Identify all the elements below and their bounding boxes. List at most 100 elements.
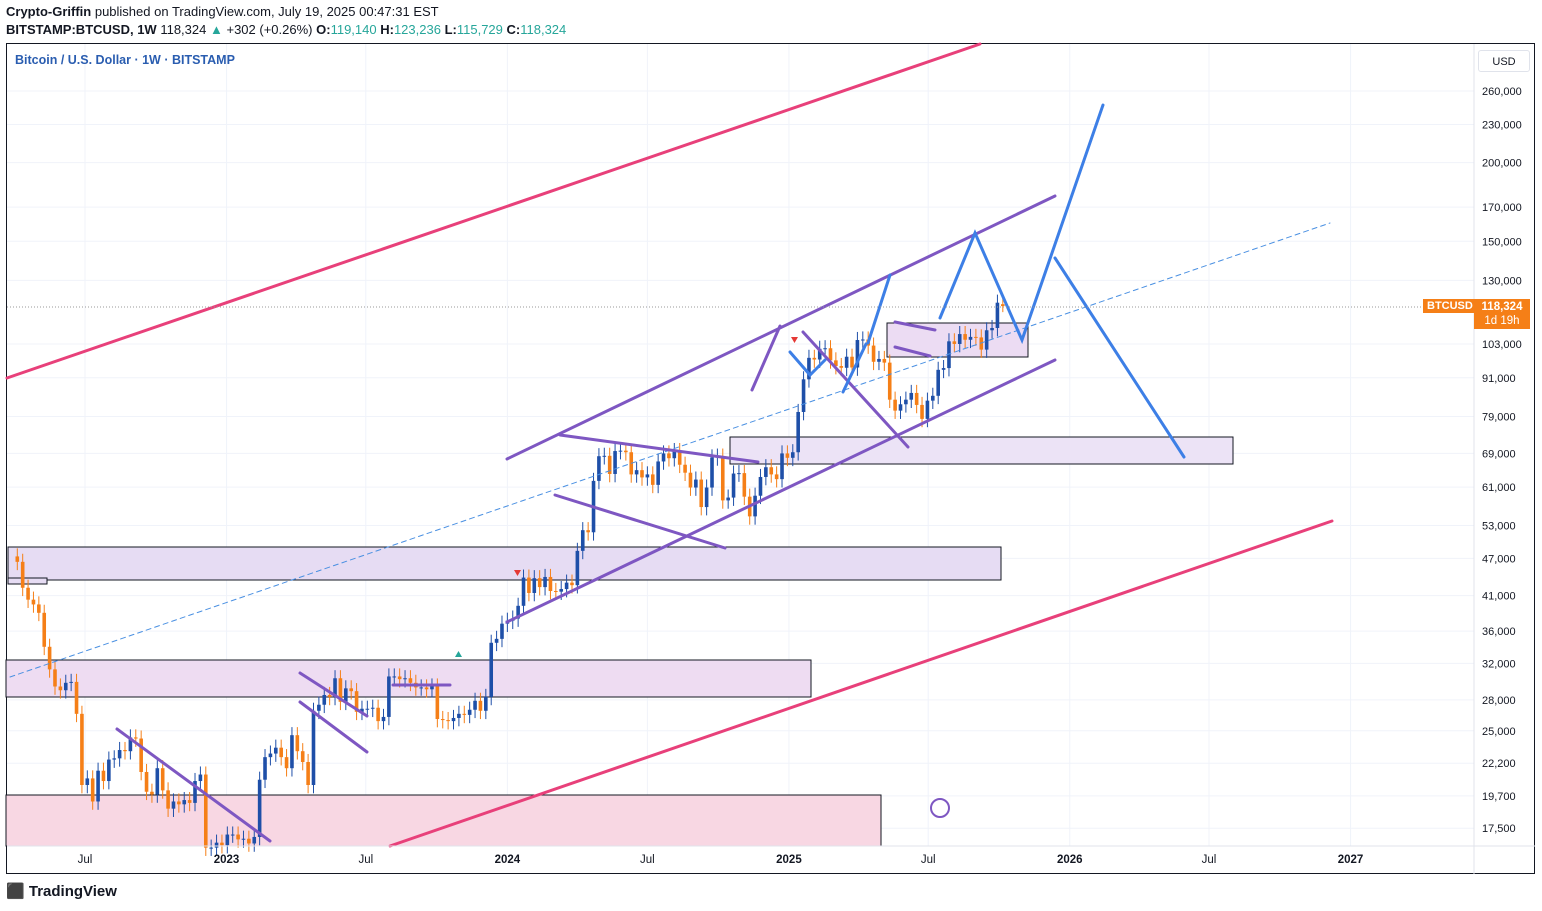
candle-body bbox=[796, 411, 800, 453]
candle-body bbox=[688, 472, 693, 488]
candle-body bbox=[613, 451, 617, 474]
candle-body bbox=[327, 694, 332, 697]
time-axis[interactable]: Jul 2023 Jul 2024 Jul 2025 Jul 2026 Jul 2027 bbox=[78, 854, 1364, 866]
candle-body bbox=[333, 678, 337, 697]
candle-body bbox=[435, 686, 440, 720]
candle-body bbox=[370, 707, 375, 709]
candle-body bbox=[63, 682, 68, 691]
flash-icon[interactable] bbox=[930, 798, 950, 818]
candle-body bbox=[850, 356, 854, 368]
candle-body bbox=[904, 399, 908, 405]
zone-18k[interactable] bbox=[5, 794, 882, 847]
symbol: BITSTAMP:BTCUSD, 1W bbox=[6, 22, 157, 37]
candle-body bbox=[220, 842, 224, 846]
candle-body bbox=[500, 623, 504, 639]
wedge-2023-top[interactable] bbox=[298, 671, 369, 718]
channel-upper-line[interactable] bbox=[5, 42, 982, 380]
candle-body bbox=[236, 834, 240, 840]
candle-body bbox=[780, 453, 784, 480]
candle-body bbox=[834, 360, 838, 367]
buy-signal-icon bbox=[455, 651, 462, 657]
low-value: 115,729 bbox=[456, 22, 503, 37]
triangle-top[interactable] bbox=[558, 433, 760, 464]
downtrend-2022[interactable] bbox=[115, 727, 272, 843]
candle-body bbox=[801, 379, 806, 412]
author[interactable]: Crypto-Griffin bbox=[6, 4, 92, 19]
time-tick-label: 2026 bbox=[1057, 854, 1083, 866]
projection-down-path[interactable] bbox=[1053, 256, 1186, 459]
zone-small[interactable] bbox=[7, 577, 48, 585]
purple-channel-upper[interactable] bbox=[505, 194, 1057, 461]
flag-line-3[interactable] bbox=[893, 320, 937, 332]
candle-body bbox=[85, 778, 90, 785]
candle-body bbox=[462, 713, 467, 715]
candle-body bbox=[295, 735, 300, 752]
price-tick-label: 53,000 bbox=[1482, 520, 1516, 532]
candle-body bbox=[408, 678, 413, 683]
candle-body bbox=[823, 348, 827, 350]
projection-segment-3[interactable] bbox=[788, 350, 827, 378]
purple-channel-lower[interactable] bbox=[505, 358, 1057, 624]
low-label: L: bbox=[444, 22, 457, 37]
currency-button[interactable]: USD bbox=[1478, 50, 1530, 72]
price-tick-label: 61,000 bbox=[1482, 482, 1516, 494]
candle-body bbox=[790, 452, 795, 458]
candle-body bbox=[548, 576, 553, 592]
candle-body bbox=[968, 336, 973, 340]
candle-body bbox=[699, 479, 704, 508]
candle-body bbox=[726, 497, 730, 501]
candle-body bbox=[634, 470, 639, 475]
candle-body bbox=[694, 479, 698, 488]
price-axis[interactable]: 260,000 230,000 200,000 170,000 150,000 130,0… bbox=[1482, 86, 1522, 835]
flag-line-4[interactable] bbox=[893, 345, 932, 358]
candle-body bbox=[990, 328, 994, 331]
candle-body bbox=[925, 400, 930, 419]
candle-body bbox=[123, 750, 127, 752]
candle-body bbox=[559, 589, 564, 592]
projection-segment-2[interactable] bbox=[866, 273, 892, 345]
candle-body bbox=[214, 842, 219, 848]
projection-up-path[interactable] bbox=[938, 103, 1105, 345]
candle-body bbox=[74, 681, 79, 714]
price-tick-label: 260,000 bbox=[1482, 86, 1522, 98]
candle-body bbox=[58, 686, 63, 691]
wedge-2023-bottom[interactable] bbox=[298, 700, 369, 754]
candle-body bbox=[430, 686, 434, 690]
candle-body bbox=[704, 487, 709, 508]
candle-body bbox=[527, 577, 531, 593]
channel-lower-line[interactable] bbox=[388, 519, 1334, 848]
zone-70k[interactable] bbox=[729, 436, 1234, 465]
candle-body bbox=[209, 847, 213, 849]
candle-body bbox=[737, 473, 741, 475]
candle-body bbox=[871, 345, 876, 362]
up-arrow-icon: ▲ bbox=[209, 22, 223, 37]
time-tick-label: 2023 bbox=[214, 854, 240, 866]
candle-body bbox=[564, 582, 569, 590]
candle-body bbox=[586, 530, 590, 533]
flag-line-2[interactable] bbox=[801, 330, 910, 449]
candle-body bbox=[392, 676, 397, 678]
tradingview-logo[interactable]: ⬛ TradingView bbox=[6, 882, 117, 900]
candle-body bbox=[667, 453, 671, 459]
candle-body bbox=[150, 791, 154, 795]
ohlc-header: BITSTAMP:BTCUSD, 1W 118,324 ▲ +302 (+0.2… bbox=[6, 22, 566, 37]
candle-body bbox=[338, 678, 343, 702]
candle-body bbox=[198, 774, 203, 782]
candle-body bbox=[311, 710, 316, 785]
candle-body bbox=[807, 357, 811, 380]
flag-line-1[interactable] bbox=[750, 324, 782, 392]
candle-body bbox=[31, 599, 36, 605]
zone-47k[interactable] bbox=[7, 546, 1002, 581]
candle-body bbox=[952, 341, 957, 344]
open-label: O: bbox=[316, 22, 331, 37]
time-tick-label: Jul bbox=[640, 854, 655, 866]
candle-body bbox=[26, 587, 30, 600]
candle-body bbox=[144, 771, 149, 792]
projection-segment-1[interactable] bbox=[841, 342, 868, 394]
zone-30k[interactable] bbox=[5, 659, 812, 698]
triangle-bottom[interactable] bbox=[553, 493, 727, 550]
candle-body bbox=[984, 330, 989, 350]
candle-body bbox=[974, 336, 978, 338]
candle-body bbox=[160, 768, 165, 791]
